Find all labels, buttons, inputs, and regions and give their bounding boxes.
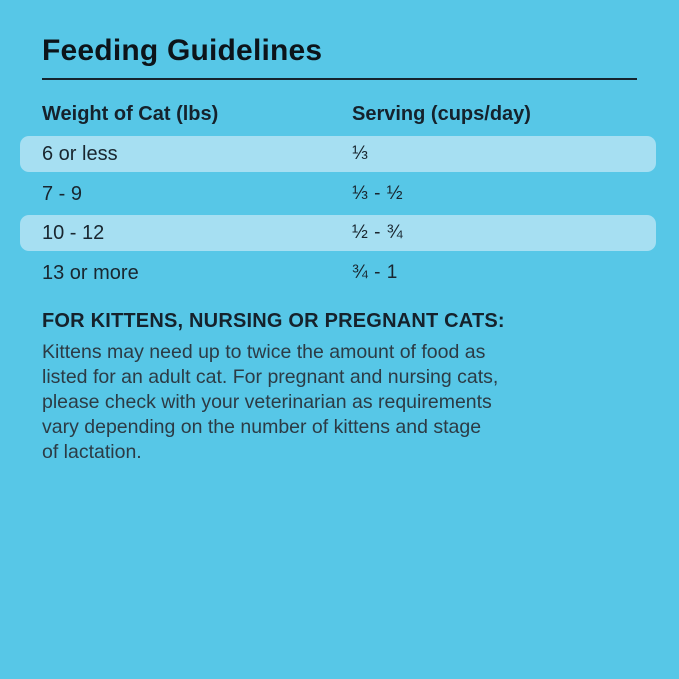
serving-cell: ½ - ¾ [352,222,404,243]
weight-cell: 7 - 9 [42,182,83,205]
note-body-line: Kittens may need up to twice the amount … [42,341,486,363]
table-row: 6 or less ⅓ [20,136,656,172]
serving-cell: ⅓ [352,143,369,164]
table-row: 10 - 12 ½ - ¾ [20,215,656,251]
note-body-line: listed for an adult cat. For pregnant an… [42,366,499,388]
table-row: 7 - 9 ⅓ - ½ [42,175,637,213]
title-divider [42,78,637,80]
serving-cell: ¾ - 1 [352,262,398,283]
note-body-line: vary depending on the number of kittens … [42,416,482,438]
page-title: Feeding Guidelines [42,34,323,67]
serving-cell: ⅓ - ½ [352,183,404,204]
table-header-row: Weight of Cat (lbs) Serving (cups/day) [42,96,637,132]
weight-cell: 13 or more [42,261,139,284]
column-header-serving: Serving (cups/day) [352,102,531,125]
table-row: 13 or more ¾ - 1 [42,254,637,292]
weight-cell: 10 - 12 [42,221,105,244]
kittens-note: FOR KITTENS, NURSING OR PREGNANT CATS: K… [42,310,617,465]
note-body-line: of lactation. [42,441,142,463]
note-body-line: please check with your veterinarian as r… [42,391,492,413]
feeding-table: Weight of Cat (lbs) Serving (cups/day) 6… [20,96,656,292]
weight-cell: 6 or less [42,142,118,165]
note-heading: FOR KITTENS, NURSING OR PREGNANT CATS: [42,310,505,332]
column-header-weight: Weight of Cat (lbs) [42,102,219,125]
